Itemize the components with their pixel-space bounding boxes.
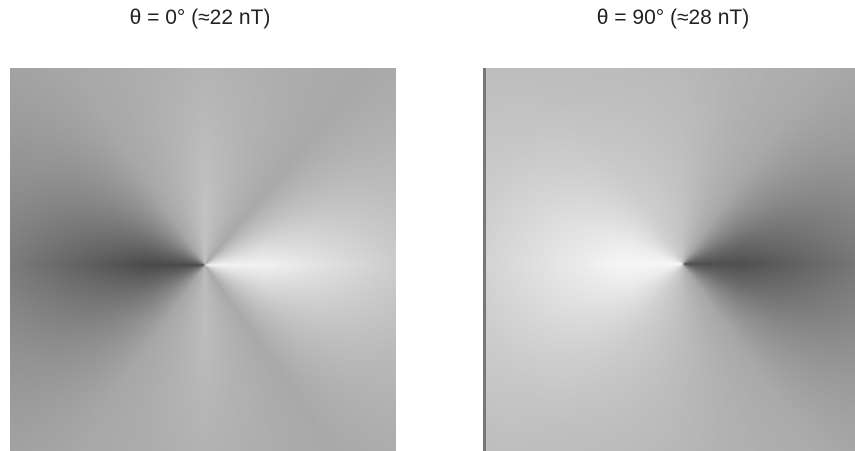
field-map <box>10 68 396 451</box>
panel-title: θ = 90° (≈28 nT) <box>483 6 855 30</box>
field-map <box>483 68 855 451</box>
figure: θ = 0° (≈22 nT) θ = 90° (≈28 nT) (() => … <box>0 0 855 451</box>
panel-title: θ = 0° (≈22 nT) <box>10 6 390 30</box>
